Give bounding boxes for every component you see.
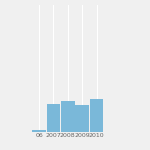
Bar xyxy=(32,130,46,132)
Bar xyxy=(75,105,89,132)
Bar xyxy=(61,101,75,132)
Bar xyxy=(46,104,60,132)
Bar xyxy=(90,99,104,132)
